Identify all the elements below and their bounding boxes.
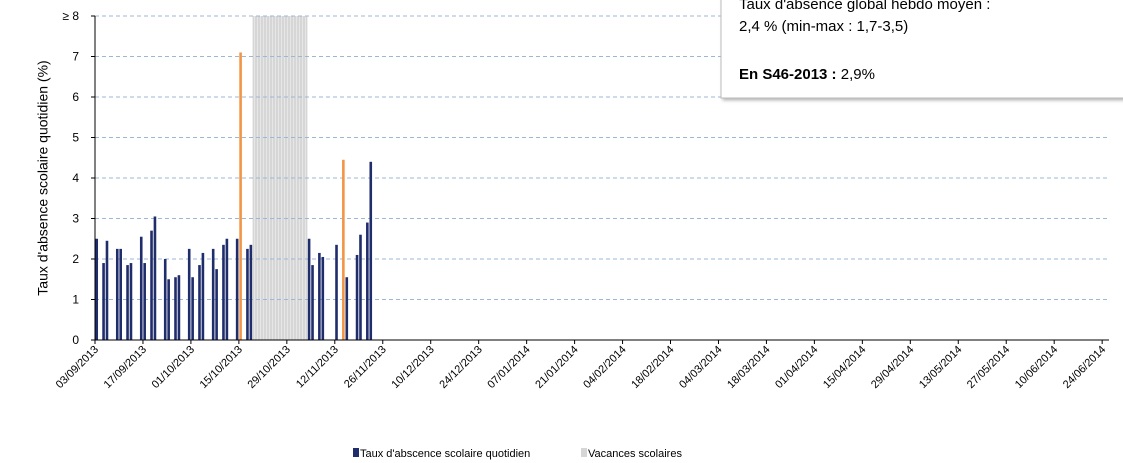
bar — [187, 248, 191, 340]
bar — [342, 159, 345, 340]
bar — [249, 244, 253, 340]
bar — [318, 252, 321, 340]
bar — [225, 238, 229, 340]
bar — [198, 265, 201, 340]
bar — [150, 230, 153, 340]
x-tick-label: 21/01/2014 — [533, 344, 580, 391]
bar — [355, 254, 359, 340]
x-tick-label: 15/04/2014 — [821, 344, 868, 391]
bar — [307, 238, 311, 340]
bar — [345, 277, 349, 340]
x-tick-label: 12/11/2013 — [294, 344, 341, 391]
bar — [201, 252, 205, 340]
x-tick-label: 04/02/2014 — [581, 344, 628, 391]
bar — [369, 161, 373, 340]
y-axis-label: Taux d'absence scolaire quotidien (%) — [35, 60, 51, 295]
x-tick-label: 17/09/2013 — [102, 344, 149, 391]
annotation-line: Taux d'absence global hebdo moyen : — [739, 0, 990, 13]
bar — [126, 265, 129, 340]
x-tick-label: 27/05/2014 — [965, 344, 1012, 391]
x-tick-label: 03/09/2013 — [54, 344, 101, 391]
annotation-label: En S46-2013 : — [739, 66, 837, 83]
y-tick-label: 7 — [72, 50, 79, 64]
bar — [163, 259, 167, 340]
y-tick-label: 1 — [72, 293, 79, 307]
annotation-highlight: En S46-2013 : 2,9% — [739, 66, 875, 83]
y-tick-label: 6 — [72, 90, 79, 104]
y-tick-label: 0 — [72, 333, 79, 347]
bar — [191, 277, 194, 340]
bar — [167, 279, 170, 340]
bar — [105, 240, 109, 340]
bar — [115, 248, 119, 340]
legend-swatch — [353, 448, 359, 457]
y-tick-label: 5 — [72, 131, 79, 145]
bar — [119, 248, 122, 340]
x-tick-label: 24/12/2013 — [437, 344, 484, 391]
bar — [177, 275, 181, 340]
x-tick-label: 10/12/2013 — [389, 344, 436, 391]
x-tick-label: 26/11/2013 — [342, 344, 389, 391]
bar — [235, 238, 239, 340]
bar — [239, 52, 242, 340]
x-tick-label: 10/06/2014 — [1013, 344, 1060, 391]
bar — [215, 269, 218, 340]
bar — [366, 222, 369, 340]
bar — [143, 263, 146, 340]
annotation-value: 2,9% — [841, 66, 875, 83]
x-tick-label: 18/02/2014 — [629, 344, 676, 391]
bar — [129, 263, 133, 340]
bar — [222, 244, 225, 340]
x-tick-label: 24/06/2014 — [1061, 344, 1108, 391]
bar — [95, 238, 99, 340]
bar — [174, 277, 177, 340]
bar — [211, 248, 215, 340]
x-tick-label: 04/03/2014 — [677, 344, 724, 391]
bar — [102, 263, 105, 340]
legend-label: Vacances scolaires — [588, 448, 682, 460]
y-tick-label: 3 — [72, 212, 79, 226]
x-tick-label: 18/03/2014 — [725, 344, 772, 391]
bar — [359, 234, 362, 340]
bar — [139, 236, 143, 340]
annotation-box: Taux d'absence global hebdo moyen : 2,4 … — [720, 0, 1123, 99]
x-tick-label: 29/04/2014 — [869, 344, 916, 391]
x-tick-label: 07/01/2014 — [485, 344, 532, 391]
legend-label: Taux d'abscence scolaire quotidien — [360, 448, 530, 460]
x-tick-label: 13/05/2014 — [917, 344, 964, 391]
bar — [246, 248, 249, 340]
y-tick-label: ≥ 8 — [62, 9, 79, 23]
y-tick-label: 4 — [72, 171, 79, 185]
y-tick-label: 2 — [72, 252, 79, 266]
x-tick-label: 15/10/2013 — [198, 344, 245, 391]
x-tick-label: 29/10/2013 — [246, 344, 293, 391]
x-tick-label: 01/04/2014 — [773, 344, 820, 391]
annotation-frame — [720, 0, 1123, 99]
bar — [311, 265, 314, 340]
legend-swatch — [581, 448, 587, 457]
bar — [321, 256, 325, 340]
bar — [153, 216, 157, 340]
x-tick-label: 01/10/2013 — [150, 344, 197, 391]
bar — [335, 244, 338, 340]
annotation-line: 2,4 % (min-max : 1,7-3,5) — [739, 18, 908, 35]
